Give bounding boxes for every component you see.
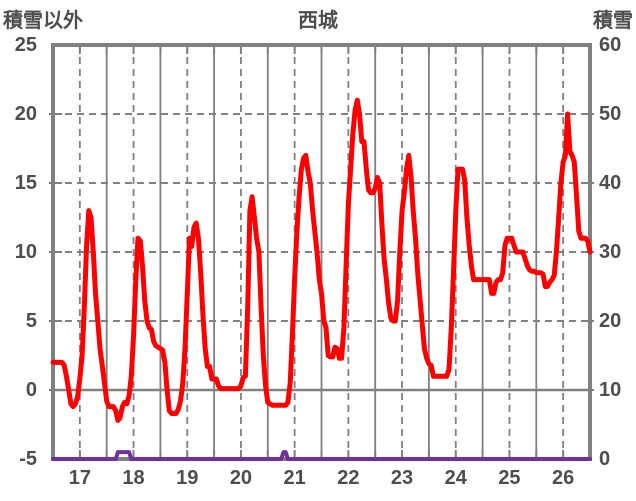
left-axis-title: 積雪以外 — [3, 10, 83, 32]
y-axis-left-tick-label: 20 — [14, 103, 37, 125]
y-axis-left-tick-label: 15 — [14, 172, 37, 194]
y-axis-right-tick-label: 40 — [599, 172, 622, 194]
y-axis-left-tick-label: -5 — [19, 448, 37, 470]
y-axis-left-tick-label: 10 — [14, 241, 37, 263]
y-axis-right-tick-label: 60 — [599, 34, 622, 56]
temperature-line — [50, 97, 593, 423]
y-axis-right-tick-label: 30 — [599, 241, 622, 263]
x-axis-tick-label: 19 — [176, 467, 199, 489]
x-axis-tick-label: 25 — [498, 467, 521, 489]
x-axis-tick-label: 18 — [122, 467, 145, 489]
y-axis-left-tick-label: 5 — [25, 310, 37, 332]
x-axis-tick-label: 17 — [68, 467, 91, 489]
snow-line — [51, 450, 592, 461]
x-axis-tick-label: 21 — [283, 467, 306, 489]
chart-title: 西城 — [298, 10, 338, 32]
x-axis-tick-label: 26 — [552, 467, 575, 489]
y-axis-right-tick-label: 0 — [599, 448, 611, 470]
x-axis-tick-label: 20 — [229, 467, 253, 489]
y-axis-right-tick-label: 20 — [599, 310, 622, 332]
y-axis-right-tick-label: 50 — [599, 103, 622, 125]
y-axis-left-tick-label: 25 — [14, 34, 37, 56]
x-axis-tick-label: 22 — [337, 467, 360, 489]
y-axis-right-tick-label: 10 — [599, 379, 622, 401]
x-axis-tick-label: 24 — [444, 467, 467, 489]
y-axis-left-tick-label: 0 — [25, 379, 37, 401]
x-axis-tick-label: 23 — [390, 467, 414, 489]
right-axis-title: 積雪 — [593, 10, 633, 32]
